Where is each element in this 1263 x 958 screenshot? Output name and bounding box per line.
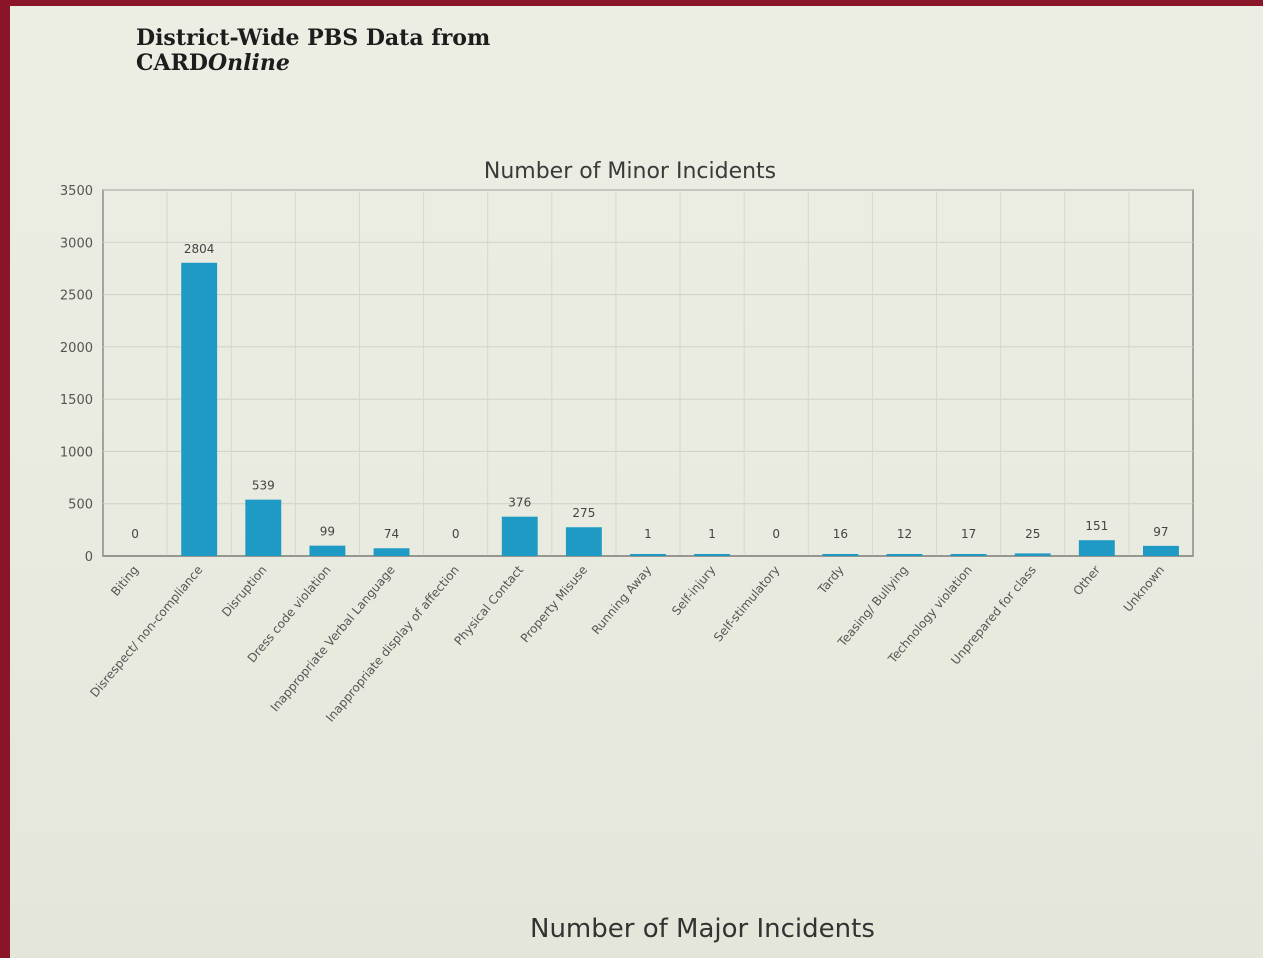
x-category-label: Physical Contact	[451, 563, 526, 648]
major-incidents-title: Number of Major Incidents	[530, 914, 875, 944]
bar-value-label: 151	[1085, 519, 1108, 533]
bar-value-label: 376	[508, 496, 531, 510]
x-category-label: Self-stimulatory	[711, 563, 783, 644]
document-title-line2: CARDOnline	[136, 51, 490, 76]
x-category-label: Other	[1070, 563, 1103, 598]
x-category-label: Teasing/ Bullying	[835, 563, 911, 650]
x-category-label: Unknown	[1121, 563, 1168, 615]
x-category-label: Self-injury	[669, 563, 718, 618]
bar-value-label: 97	[1153, 525, 1168, 539]
y-tick-label: 500	[68, 498, 93, 513]
bar-value-label: 0	[772, 527, 780, 541]
bar	[1014, 553, 1051, 556]
paper-page: District-Wide PBS Data from CARDOnline	[10, 6, 1263, 958]
document-title-line1: District-Wide PBS Data from	[136, 25, 491, 51]
bar-value-label: 16	[833, 527, 848, 541]
bar	[245, 499, 282, 556]
bar-value-label: 1	[708, 527, 716, 541]
x-category-label: Tardy	[815, 563, 847, 597]
bar-value-label: 539	[252, 479, 275, 493]
x-category-label: Disruption	[219, 563, 270, 619]
x-category-label: Running Away	[589, 563, 654, 637]
bar	[694, 554, 731, 556]
bar	[501, 516, 538, 556]
bar-value-label: 1	[644, 527, 652, 541]
bar	[886, 554, 923, 556]
data-labels: 0 2804 539 99 74 0 376 275 1 1 0 16 12 17 25 151 97	[131, 242, 1168, 541]
bar-value-label: 0	[452, 527, 460, 541]
bar	[1142, 545, 1179, 556]
y-tick-label: 2500	[60, 289, 93, 304]
x-category-label: Inappropriate display of affection	[323, 563, 462, 725]
document-title: District-Wide PBS Data from CARDOnline	[136, 26, 490, 76]
bar-value-label: 2804	[184, 242, 215, 256]
bar	[822, 554, 859, 556]
x-category-label: Property Misuse	[518, 563, 590, 645]
bar-value-label: 12	[897, 527, 912, 541]
y-tick-label: 1000	[60, 445, 93, 460]
y-tick-label: 0	[85, 550, 93, 565]
bar	[181, 262, 218, 556]
y-tick-label: 2000	[60, 341, 93, 356]
document-title-online: Online	[207, 50, 290, 76]
bar	[373, 548, 410, 556]
bar-value-label: 25	[1025, 527, 1040, 541]
bar	[630, 554, 666, 556]
bar	[950, 554, 987, 556]
x-category-label: Inappropriate Verbal Language	[268, 563, 398, 714]
document-title-card: CARD	[136, 50, 208, 76]
x-category-label: Biting	[108, 563, 141, 599]
x-category-label: Disrespect/ non-compliance	[87, 563, 205, 700]
bar-value-label: 74	[384, 527, 399, 541]
bar	[309, 545, 346, 556]
bars	[181, 262, 1179, 556]
bar-value-label: 0	[131, 527, 139, 541]
y-tick-label: 3500	[60, 184, 93, 199]
chart-title: Number of Minor Incidents	[484, 159, 776, 184]
y-tick-label: 3000	[60, 236, 93, 251]
y-tick-label: 1500	[60, 393, 93, 408]
bar	[1078, 540, 1115, 556]
bar-value-label: 275	[572, 506, 595, 520]
bar	[565, 527, 602, 556]
bar-value-label: 99	[320, 525, 335, 539]
y-axis: 0 500 1000 1500 2000 2500 3000 3500	[60, 184, 93, 565]
bar-value-label: 17	[961, 527, 976, 541]
